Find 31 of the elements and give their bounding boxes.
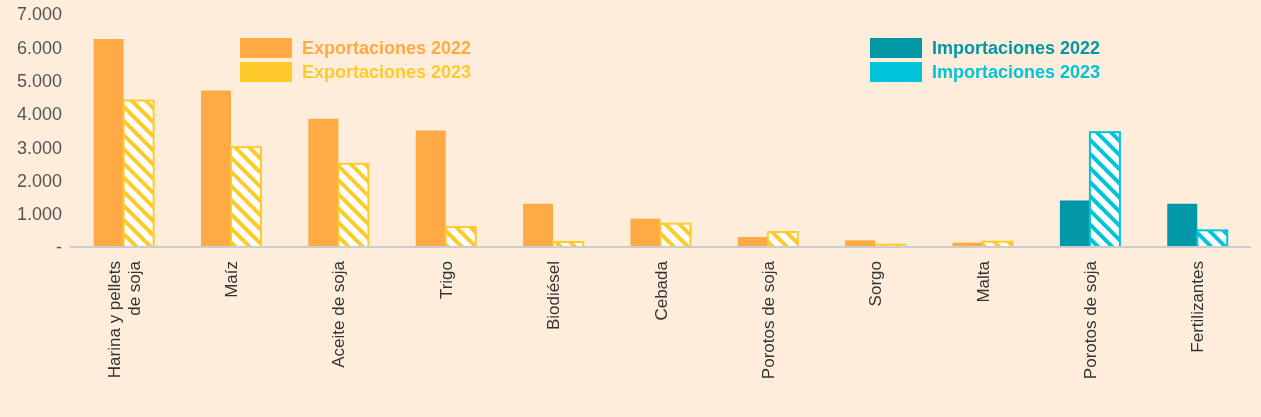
bar	[523, 203, 554, 247]
y-tick-label: 6.000	[16, 37, 62, 58]
legend-label: Exportaciones 2023	[302, 61, 472, 83]
x-tick-label: Biodiésel	[544, 261, 564, 330]
y-tick-label: 5.000	[16, 70, 62, 91]
bar	[200, 90, 231, 247]
legend-label: Exportaciones 2022	[302, 37, 472, 59]
bar	[93, 38, 124, 247]
x-tick-label: Fertilizantes	[1188, 261, 1208, 353]
x-tick-label: Porotos de soja	[758, 260, 778, 380]
y-tick-label: 1.000	[16, 204, 62, 225]
bar	[1167, 203, 1198, 247]
bar	[308, 118, 339, 247]
bar	[1059, 200, 1090, 247]
bar	[415, 130, 446, 247]
y-tick-label: 2.000	[16, 170, 62, 191]
legend-label: Importaciones 2022	[932, 37, 1101, 59]
x-tick-label: Malta	[973, 260, 993, 303]
x-tick-label: Porotos de soja	[1080, 260, 1100, 380]
x-tick-label: Sorgo	[866, 261, 886, 307]
y-tick-label: -	[56, 237, 62, 258]
x-tick-label: Harina y pellets de soja	[104, 260, 144, 379]
x-tick-label: Aceite de soja	[329, 260, 349, 368]
bar	[630, 218, 661, 247]
y-tick-label: 3.000	[16, 137, 62, 158]
x-tick-label: Cebada	[651, 260, 671, 321]
x-tick-label: Trigo	[436, 261, 456, 300]
y-tick-label: 4.000	[16, 104, 62, 125]
legend-label: Importaciones 2023	[932, 61, 1101, 83]
y-tick-label: 7.000	[16, 4, 62, 25]
x-tick-label: Maíz	[222, 261, 242, 298]
